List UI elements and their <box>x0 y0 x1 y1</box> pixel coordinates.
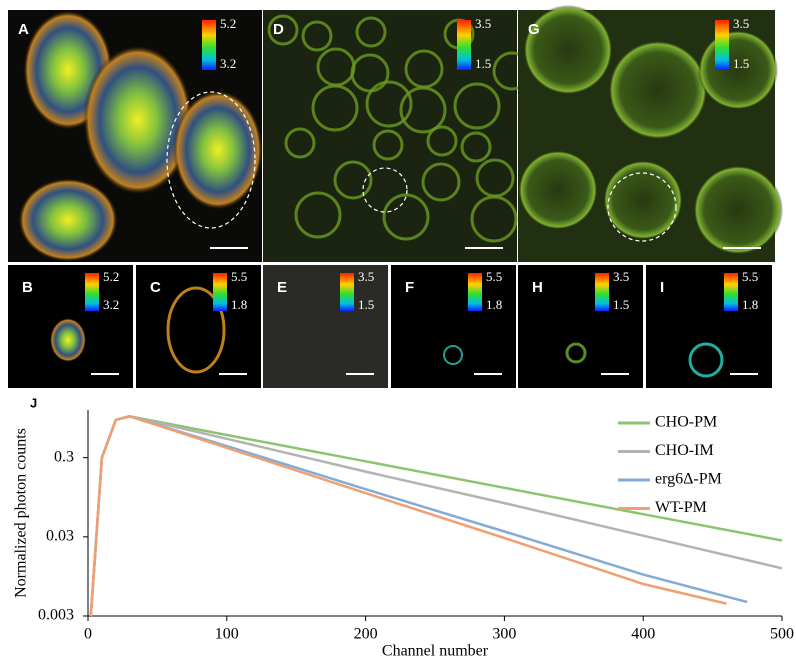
colorbar-max: 3.5 <box>613 269 629 284</box>
micrograph <box>263 10 517 262</box>
panel-label: A <box>18 21 29 38</box>
colorbar-min: 1.8 <box>231 297 247 312</box>
colorbar-min: 1.5 <box>733 56 749 71</box>
colorbar-max: 5.2 <box>103 269 119 284</box>
cell <box>284 127 316 159</box>
panel-label: I <box>660 279 664 296</box>
legend-label: WT-PM <box>655 499 707 516</box>
cell <box>301 20 333 52</box>
y-tick-label: 0.03 <box>46 528 74 545</box>
cell <box>565 342 587 364</box>
x-tick-label: 400 <box>631 626 655 643</box>
cell <box>372 129 404 161</box>
colorbar-max: 3.5 <box>733 16 749 31</box>
colorbar-min: 3.2 <box>220 56 236 71</box>
colorbar-min: 1.5 <box>475 56 491 71</box>
cell <box>460 131 492 163</box>
cell <box>311 84 359 132</box>
micrograph <box>391 265 516 388</box>
colorbar-max: 5.2 <box>220 16 236 31</box>
series-line <box>89 414 727 617</box>
cell <box>83 45 193 195</box>
colorbar <box>340 273 354 311</box>
panel-label: B <box>22 279 33 296</box>
cell <box>166 286 226 374</box>
panel-label: H <box>532 279 543 296</box>
colorbar <box>457 20 471 70</box>
cell <box>382 193 430 241</box>
cell <box>421 162 461 202</box>
colorbar-max: 5.5 <box>231 269 247 284</box>
cell <box>173 90 263 210</box>
panel-label: G <box>528 21 540 38</box>
colorbar-min: 1.8 <box>742 297 758 312</box>
cell <box>399 86 447 134</box>
cell <box>350 53 390 93</box>
micrograph <box>518 265 643 388</box>
cell <box>365 80 413 128</box>
x-tick-label: 200 <box>354 626 378 643</box>
cell <box>693 165 783 255</box>
panel-label: E <box>277 279 287 296</box>
cell <box>267 14 299 46</box>
panel-label: F <box>405 279 414 296</box>
y-axis-title: Normalized photon counts <box>13 428 30 598</box>
colorbar <box>468 273 482 311</box>
colorbar-max: 3.5 <box>358 269 374 284</box>
cell <box>426 125 458 157</box>
cell <box>470 195 518 243</box>
colorbar-min: 1.5 <box>613 297 629 312</box>
colorbar-min: 1.5 <box>358 297 374 312</box>
roi <box>607 172 677 242</box>
colorbar <box>595 273 609 311</box>
panel-label: C <box>150 279 161 296</box>
roi <box>362 167 408 213</box>
colorbar-min: 3.2 <box>103 297 119 312</box>
cell <box>688 342 724 378</box>
micrograph <box>136 265 261 388</box>
colorbar-min: 1.8 <box>486 297 502 312</box>
legend-label: CHO-IM <box>655 442 714 459</box>
cell <box>453 82 501 130</box>
cell <box>523 5 613 95</box>
colorbar-max: 3.5 <box>475 16 491 31</box>
cell <box>18 178 118 262</box>
panel-label: D <box>273 21 284 38</box>
x-axis-title: Channel number <box>382 643 489 660</box>
colorbar <box>202 20 216 70</box>
cell <box>355 16 387 48</box>
roi <box>166 91 256 229</box>
cell <box>294 191 342 239</box>
micrograph <box>263 265 388 388</box>
cell <box>50 318 86 362</box>
legend-label: CHO-PM <box>655 414 717 431</box>
cell <box>443 345 463 365</box>
x-tick-label: 300 <box>492 626 516 643</box>
cell <box>333 160 373 200</box>
x-tick-label: 100 <box>215 626 239 643</box>
y-tick-label: 0.003 <box>38 607 74 624</box>
colorbar <box>724 273 738 311</box>
cell <box>518 150 598 230</box>
colorbar-max: 5.5 <box>742 269 758 284</box>
colorbar <box>715 20 729 70</box>
cell <box>608 40 708 140</box>
micrograph <box>646 265 772 388</box>
legend-label: erg6Δ-PM <box>655 471 722 488</box>
x-tick-label: 0 <box>84 626 92 643</box>
panel-label: J <box>30 395 37 410</box>
colorbar <box>85 273 99 311</box>
colorbar <box>213 273 227 311</box>
colorbar-max: 5.5 <box>486 269 502 284</box>
x-tick-label: 500 <box>770 626 794 643</box>
y-tick-label: 0.3 <box>54 448 74 465</box>
